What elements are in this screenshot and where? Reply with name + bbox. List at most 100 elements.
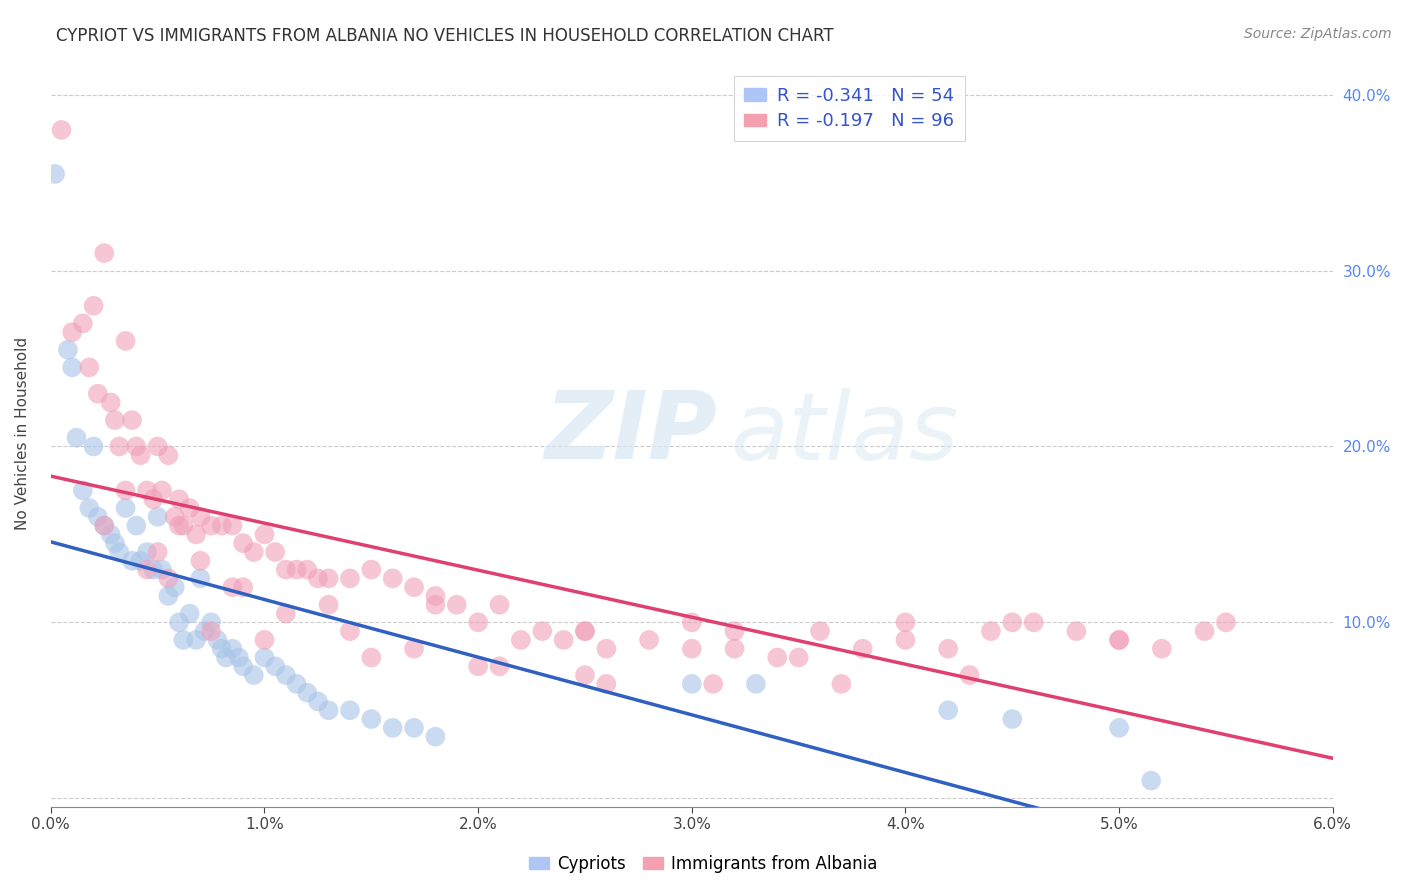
Point xyxy=(766,650,789,665)
Text: Source: ZipAtlas.com: Source: ZipAtlas.com xyxy=(1244,27,1392,41)
Point xyxy=(360,650,382,665)
Point xyxy=(381,721,404,735)
Point xyxy=(207,632,229,647)
Point xyxy=(980,624,1002,639)
Point xyxy=(108,440,131,454)
Point xyxy=(100,395,122,409)
Point xyxy=(1001,615,1024,630)
Point xyxy=(959,668,981,682)
Point xyxy=(243,545,266,559)
Point xyxy=(121,554,143,568)
Point xyxy=(307,571,329,585)
Point xyxy=(44,167,66,181)
Point xyxy=(83,440,105,454)
Point xyxy=(531,624,554,639)
Point xyxy=(509,632,531,647)
Point xyxy=(184,632,207,647)
Point xyxy=(72,483,94,498)
Point xyxy=(274,668,297,682)
Point xyxy=(129,448,152,462)
Point xyxy=(125,518,148,533)
Point xyxy=(894,615,917,630)
Point xyxy=(1108,721,1130,735)
Point xyxy=(136,545,159,559)
Point xyxy=(425,730,447,744)
Point xyxy=(157,448,180,462)
Point xyxy=(264,545,287,559)
Point xyxy=(808,624,831,639)
Point xyxy=(167,492,190,507)
Point xyxy=(243,668,266,682)
Point xyxy=(318,703,340,717)
Point xyxy=(142,492,165,507)
Point xyxy=(1140,773,1163,788)
Point xyxy=(65,431,87,445)
Point xyxy=(1150,641,1173,656)
Point xyxy=(221,641,243,656)
Point xyxy=(163,509,186,524)
Point xyxy=(232,536,254,550)
Point xyxy=(339,624,361,639)
Point xyxy=(114,334,136,348)
Point xyxy=(93,518,115,533)
Point xyxy=(488,598,510,612)
Point xyxy=(425,589,447,603)
Point xyxy=(72,317,94,331)
Point xyxy=(179,607,201,621)
Point xyxy=(402,580,425,594)
Point xyxy=(60,360,83,375)
Point xyxy=(79,501,101,516)
Point xyxy=(167,615,190,630)
Text: atlas: atlas xyxy=(730,388,959,479)
Point xyxy=(274,563,297,577)
Point xyxy=(253,650,276,665)
Point xyxy=(163,580,186,594)
Point xyxy=(104,536,127,550)
Point xyxy=(574,624,596,639)
Point xyxy=(232,659,254,673)
Legend: Cypriots, Immigrants from Albania: Cypriots, Immigrants from Albania xyxy=(522,848,884,880)
Point xyxy=(172,518,194,533)
Point xyxy=(702,677,724,691)
Point xyxy=(595,641,617,656)
Point xyxy=(297,563,319,577)
Point xyxy=(87,386,110,401)
Point xyxy=(146,440,169,454)
Point xyxy=(318,598,340,612)
Point xyxy=(360,712,382,726)
Point xyxy=(446,598,468,612)
Point xyxy=(190,571,212,585)
Text: ZIP: ZIP xyxy=(544,387,717,479)
Point xyxy=(723,624,745,639)
Point xyxy=(179,501,201,516)
Point xyxy=(297,686,319,700)
Point xyxy=(167,518,190,533)
Point xyxy=(136,563,159,577)
Point xyxy=(228,650,250,665)
Point xyxy=(190,554,212,568)
Point xyxy=(56,343,79,357)
Point xyxy=(681,677,703,691)
Text: CYPRIOT VS IMMIGRANTS FROM ALBANIA NO VEHICLES IN HOUSEHOLD CORRELATION CHART: CYPRIOT VS IMMIGRANTS FROM ALBANIA NO VE… xyxy=(56,27,834,45)
Point xyxy=(745,677,768,691)
Point xyxy=(467,659,489,673)
Point xyxy=(467,615,489,630)
Point xyxy=(60,325,83,339)
Point xyxy=(1108,632,1130,647)
Point xyxy=(488,659,510,673)
Point xyxy=(221,580,243,594)
Point xyxy=(638,632,661,647)
Point xyxy=(574,668,596,682)
Point xyxy=(190,509,212,524)
Point xyxy=(108,545,131,559)
Point xyxy=(936,641,959,656)
Point xyxy=(114,483,136,498)
Point xyxy=(574,624,596,639)
Point xyxy=(200,624,222,639)
Point xyxy=(595,677,617,691)
Point xyxy=(723,641,745,656)
Point xyxy=(285,563,308,577)
Point xyxy=(100,527,122,541)
Point xyxy=(79,360,101,375)
Legend: R = -0.341   N = 54, R = -0.197   N = 96: R = -0.341 N = 54, R = -0.197 N = 96 xyxy=(734,76,965,141)
